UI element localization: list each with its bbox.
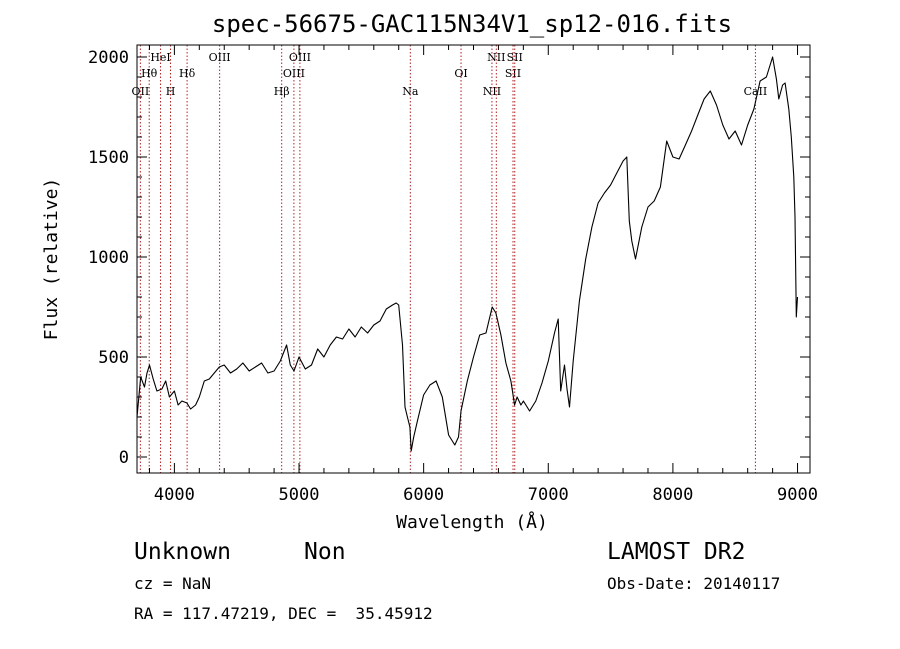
line-marker-label: CaII (744, 85, 768, 98)
y-tick-label: 1000 (88, 248, 129, 268)
subclass-label: Non (304, 539, 346, 565)
line-marker-label: NII (483, 85, 501, 98)
chart-title: spec-56675-GAC115N34V1_sp12-016.fits (212, 10, 732, 38)
line-marker-label: NII (487, 51, 505, 64)
line-marker-label: OII (132, 85, 150, 98)
line-marker-label: OIII (289, 51, 311, 64)
x-tick-label: 4000 (154, 485, 195, 505)
line-marker-label: H (166, 85, 176, 98)
x-tick-label: 9000 (777, 485, 818, 505)
line-marker-label: OI (454, 67, 467, 80)
plot-frame (136, 44, 811, 474)
axis-ticks: 4000 5000 6000 7000 8000 9000 0 500 1000 1500 2000 (88, 45, 818, 505)
observation-date: Obs-Date: 20140117 (607, 574, 780, 593)
line-marker-label: SII (505, 67, 521, 80)
x-tick-label: 6000 (403, 485, 444, 505)
line-marker-label: SII (507, 51, 523, 64)
y-tick-label: 1500 (88, 148, 129, 168)
y-tick-label: 500 (98, 348, 129, 368)
line-marker-label: Hδ (179, 67, 196, 80)
coordinates: RA = 117.47219, DEC = 35.45912 (134, 604, 433, 623)
y-tick-label: 2000 (88, 48, 129, 68)
redshift-cz: cz = NaN (134, 574, 211, 593)
emission-line-markers: OIIHθHeIHHδOIIIHβOIIIOIIINaOINIINIISIISI… (132, 45, 768, 473)
spectrum-series (136, 56, 799, 452)
survey-label: LAMOST DR2 (607, 539, 745, 565)
y-tick-label: 0 (119, 448, 129, 468)
line-marker-label: Hβ (274, 85, 290, 98)
x-tick-label: 5000 (279, 485, 320, 505)
x-tick-label: 8000 (652, 485, 693, 505)
line-marker-label: HeI (150, 51, 170, 64)
class-label: Unknown (134, 539, 231, 565)
line-marker-label: OIII (209, 51, 231, 64)
line-marker-label: Hθ (141, 67, 158, 80)
line-marker-label: OIII (283, 67, 305, 80)
x-axis-label: Wavelength (Å) (396, 511, 548, 533)
spectrum-line (136, 56, 799, 452)
line-marker-label: Na (402, 85, 419, 98)
x-tick-label: 7000 (528, 485, 569, 505)
y-axis-label: Flux (relative) (41, 178, 62, 341)
